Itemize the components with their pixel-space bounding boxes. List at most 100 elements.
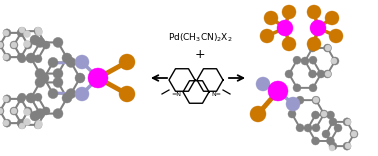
Circle shape: [309, 84, 317, 92]
Circle shape: [75, 87, 89, 101]
Circle shape: [18, 27, 26, 35]
Circle shape: [3, 96, 9, 102]
Circle shape: [18, 93, 26, 101]
Circle shape: [325, 45, 331, 51]
Circle shape: [88, 68, 108, 88]
Circle shape: [329, 29, 343, 43]
Circle shape: [11, 108, 17, 114]
Circle shape: [307, 5, 321, 19]
Circle shape: [53, 37, 63, 47]
Circle shape: [3, 119, 11, 127]
Circle shape: [24, 107, 32, 115]
Circle shape: [0, 41, 4, 49]
Circle shape: [75, 73, 85, 83]
Circle shape: [3, 120, 9, 126]
Circle shape: [307, 37, 321, 51]
Circle shape: [17, 119, 25, 127]
Circle shape: [327, 137, 335, 145]
Circle shape: [311, 137, 319, 145]
Circle shape: [23, 31, 31, 37]
Circle shape: [75, 55, 89, 69]
Circle shape: [10, 41, 18, 49]
Circle shape: [53, 109, 63, 119]
Circle shape: [331, 57, 339, 65]
Circle shape: [17, 95, 25, 103]
Text: N=: N=: [211, 92, 221, 97]
Circle shape: [35, 77, 45, 87]
Circle shape: [19, 123, 25, 129]
Circle shape: [256, 77, 270, 91]
Circle shape: [308, 70, 316, 78]
Circle shape: [35, 109, 45, 119]
Circle shape: [293, 56, 301, 64]
Circle shape: [322, 130, 330, 138]
Text: =N: =N: [171, 92, 181, 97]
Circle shape: [310, 20, 326, 36]
Circle shape: [34, 55, 42, 63]
Circle shape: [48, 89, 58, 99]
Circle shape: [264, 11, 278, 25]
Circle shape: [308, 44, 316, 52]
Circle shape: [35, 37, 45, 47]
Circle shape: [3, 53, 11, 61]
Circle shape: [296, 96, 304, 104]
Circle shape: [30, 35, 40, 45]
Circle shape: [24, 41, 32, 49]
Circle shape: [35, 123, 41, 129]
Circle shape: [317, 70, 325, 78]
Circle shape: [350, 130, 358, 138]
Circle shape: [345, 143, 351, 149]
Circle shape: [3, 30, 9, 36]
Circle shape: [35, 69, 45, 79]
Circle shape: [34, 93, 42, 101]
Circle shape: [19, 27, 25, 33]
Circle shape: [329, 118, 337, 126]
Circle shape: [34, 27, 42, 35]
Circle shape: [343, 142, 351, 150]
Circle shape: [282, 37, 296, 51]
Circle shape: [10, 107, 18, 115]
Circle shape: [23, 41, 31, 47]
Circle shape: [327, 111, 335, 119]
Circle shape: [62, 53, 72, 63]
Circle shape: [296, 124, 304, 132]
Circle shape: [320, 110, 328, 118]
Circle shape: [324, 70, 332, 78]
Circle shape: [329, 145, 335, 151]
Circle shape: [36, 29, 42, 36]
Circle shape: [42, 107, 50, 115]
Circle shape: [304, 124, 312, 132]
Circle shape: [39, 73, 49, 83]
Circle shape: [3, 54, 9, 60]
Circle shape: [11, 42, 17, 48]
Circle shape: [0, 42, 3, 48]
Circle shape: [17, 29, 25, 37]
Circle shape: [18, 55, 26, 63]
Circle shape: [329, 142, 337, 150]
Circle shape: [334, 124, 342, 132]
Circle shape: [325, 71, 331, 77]
Circle shape: [301, 57, 309, 65]
Circle shape: [0, 107, 4, 115]
Circle shape: [277, 20, 293, 36]
Circle shape: [53, 77, 63, 87]
Circle shape: [321, 111, 327, 117]
Text: +: +: [195, 47, 205, 61]
Circle shape: [119, 86, 135, 102]
Circle shape: [35, 27, 41, 33]
Circle shape: [260, 29, 274, 43]
Circle shape: [30, 111, 40, 121]
Circle shape: [23, 119, 31, 125]
Circle shape: [3, 95, 11, 103]
Circle shape: [312, 124, 320, 132]
Circle shape: [0, 108, 3, 114]
Circle shape: [3, 29, 11, 37]
Circle shape: [62, 93, 72, 103]
Circle shape: [18, 121, 26, 129]
Circle shape: [313, 97, 319, 103]
Circle shape: [23, 109, 31, 115]
Circle shape: [36, 120, 42, 127]
Circle shape: [312, 96, 320, 104]
Circle shape: [268, 81, 288, 101]
Circle shape: [48, 57, 58, 67]
